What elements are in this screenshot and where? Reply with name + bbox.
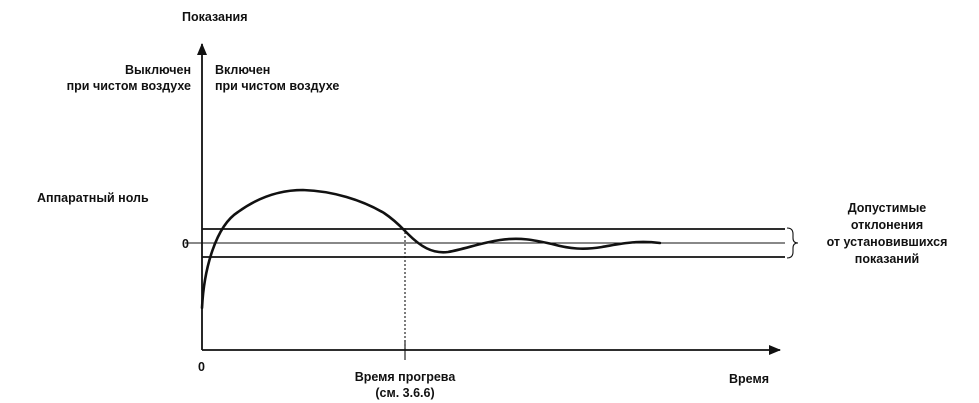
warmup-label-line1: Время прогрева	[355, 370, 457, 384]
tolerance-label-line1: Допустимые	[848, 201, 927, 215]
response-curve	[200, 188, 662, 310]
tolerance-label-line3: от установившихся	[827, 235, 948, 249]
x-axis-label: Время	[729, 372, 769, 386]
off-label-line1: Выключен	[125, 63, 191, 77]
tolerance-brace	[786, 227, 799, 259]
warmup-label-line2: (см. 3.6.6)	[375, 386, 434, 400]
tolerance-label-line4: показаний	[855, 252, 919, 266]
apparatus-zero-label: Аппаратный ноль	[37, 191, 149, 205]
off-label-line2: при чистом воздухе	[67, 79, 191, 93]
on-label-line1: Включен	[215, 63, 270, 77]
tolerance-label-line2: отклонения	[851, 218, 923, 232]
zero-level-label: 0	[182, 237, 189, 251]
origin-label: 0	[198, 360, 205, 374]
on-label-line2: при чистом воздухе	[215, 79, 339, 93]
y-axis-label: Показания	[182, 10, 248, 24]
